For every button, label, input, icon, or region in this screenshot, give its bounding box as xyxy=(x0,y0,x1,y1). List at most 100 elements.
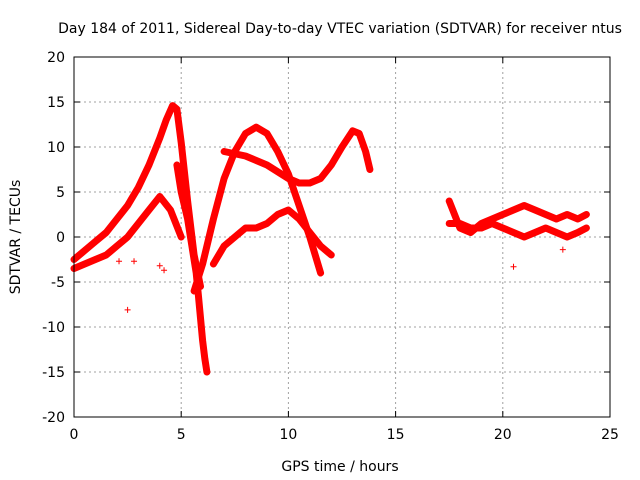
data-track-arc-late-2 xyxy=(445,220,590,241)
data-point xyxy=(195,292,202,299)
data-point xyxy=(221,243,228,249)
data-point xyxy=(446,198,453,204)
data-point xyxy=(124,202,131,209)
outlier-point xyxy=(124,306,131,313)
data-point xyxy=(124,234,131,240)
data-point xyxy=(113,216,120,222)
data-point xyxy=(510,207,517,213)
outlier-point xyxy=(161,267,168,274)
data-point xyxy=(296,202,303,209)
data-point xyxy=(296,180,303,186)
data-point xyxy=(553,229,560,236)
x-tick-label: 25 xyxy=(601,427,619,443)
data-point xyxy=(467,225,474,231)
x-tick-label: 20 xyxy=(494,427,512,443)
data-point xyxy=(531,229,538,236)
data-point xyxy=(356,130,363,137)
data-point xyxy=(285,207,292,213)
data-point xyxy=(564,234,571,240)
data-point xyxy=(253,124,260,131)
data-point xyxy=(574,216,581,222)
x-tick-label: 15 xyxy=(387,427,405,443)
x-tick-label: 0 xyxy=(70,427,79,443)
data-track-arc-peak-12-at-13 xyxy=(220,127,374,187)
data-band xyxy=(209,206,335,268)
data-point xyxy=(210,261,217,267)
data-point xyxy=(156,193,163,200)
data-point xyxy=(274,148,281,155)
y-tick-label: -20 xyxy=(42,410,65,426)
outlier-point xyxy=(156,262,163,269)
y-tick-label: 10 xyxy=(47,140,65,156)
data-point xyxy=(146,207,153,213)
data-point xyxy=(263,220,270,227)
outlier-point xyxy=(116,258,123,265)
data-point xyxy=(191,288,198,294)
data-point xyxy=(81,247,88,254)
data-point xyxy=(456,220,463,227)
data-point xyxy=(583,211,590,218)
data-point xyxy=(263,162,270,168)
outlier-point xyxy=(510,263,517,270)
data-point xyxy=(317,270,324,276)
data-point xyxy=(478,225,485,231)
data-point xyxy=(317,175,324,182)
data-point xyxy=(169,102,176,109)
data-point xyxy=(339,144,345,150)
data-point xyxy=(510,229,517,236)
data-point xyxy=(201,355,208,362)
data-point xyxy=(542,211,549,218)
data-track-arc-peak-12-at-8 xyxy=(190,123,325,295)
data-track-arc-low-band xyxy=(209,206,335,268)
x-tick-label: 10 xyxy=(279,427,297,443)
data-point xyxy=(242,225,249,231)
outlier-point xyxy=(559,246,566,253)
y-tick-label: 15 xyxy=(47,95,65,111)
data-point xyxy=(188,243,195,249)
data-point xyxy=(521,234,528,240)
data-point xyxy=(306,229,313,236)
data-point xyxy=(184,216,191,222)
data-point xyxy=(317,243,324,249)
outlier-point xyxy=(131,258,138,265)
data-point xyxy=(173,162,180,168)
x-axis-label: GPS time / hours xyxy=(281,459,398,475)
data-point xyxy=(203,369,210,375)
y-tick-label: 5 xyxy=(56,185,65,201)
data-point xyxy=(103,229,110,236)
data-point xyxy=(499,211,506,218)
data-point xyxy=(274,211,281,218)
data-point xyxy=(178,234,185,240)
chart-title: Day 184 of 2011, Sidereal Day-to-day VTE… xyxy=(58,21,622,37)
data-point xyxy=(199,337,206,344)
data-point xyxy=(564,211,571,218)
x-tick-label: 5 xyxy=(177,427,186,443)
data-point xyxy=(92,238,99,245)
data-point xyxy=(146,162,153,168)
data-point xyxy=(531,207,538,213)
data-point xyxy=(135,220,142,227)
data-point xyxy=(366,166,373,173)
data-point xyxy=(242,130,249,137)
data-point xyxy=(231,234,238,240)
data-point xyxy=(362,148,369,155)
y-tick-label: -15 xyxy=(42,365,65,381)
data-points xyxy=(70,102,590,376)
data-point xyxy=(574,229,581,236)
data-point xyxy=(542,225,549,231)
data-point xyxy=(349,127,356,134)
data-point xyxy=(167,207,174,213)
data-point xyxy=(296,216,303,222)
data-point xyxy=(489,220,496,227)
data-point xyxy=(178,189,185,195)
y-tick-label: -5 xyxy=(51,275,65,291)
data-point xyxy=(263,130,270,137)
data-point xyxy=(210,216,217,222)
data-point xyxy=(446,220,453,227)
data-point xyxy=(221,148,228,155)
data-point xyxy=(92,256,99,263)
outlier-points xyxy=(116,246,566,313)
data-point xyxy=(163,117,170,123)
data-point xyxy=(173,106,180,113)
